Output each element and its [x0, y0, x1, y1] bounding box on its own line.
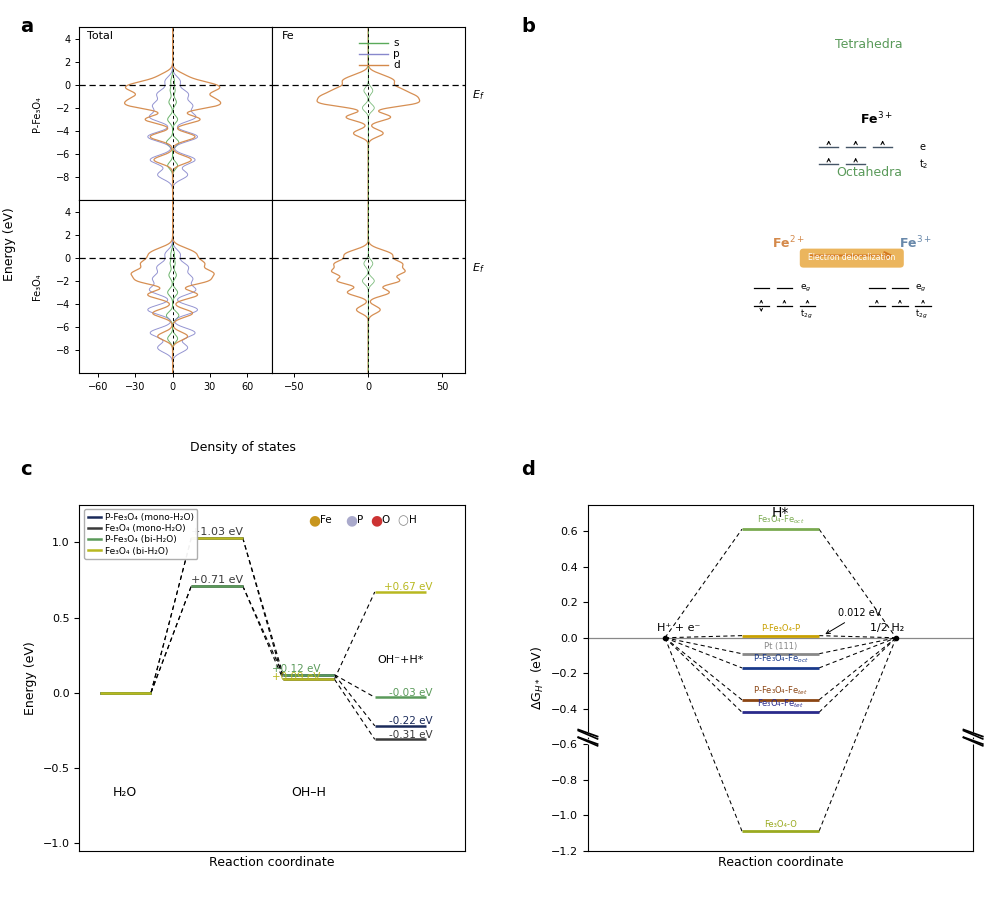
Text: OH–H: OH–H — [291, 786, 326, 799]
Text: -0.31 eV: -0.31 eV — [389, 729, 433, 740]
Text: c: c — [20, 460, 32, 479]
Text: e$_g$: e$_g$ — [799, 283, 811, 294]
Text: Fe₃O₄-O: Fe₃O₄-O — [764, 820, 797, 828]
Y-axis label: Energy (eV): Energy (eV) — [24, 641, 37, 715]
Text: Fe$^{2+}$: Fe$^{2+}$ — [772, 235, 804, 252]
Text: t$_2$: t$_2$ — [920, 157, 928, 171]
Legend: P-Fe₃O₄ (mono-H₂O), Fe₃O₄ (mono-H₂O), P-Fe₃O₄ (bi-H₂O), Fe₃O₄ (bi-H₂O): P-Fe₃O₄ (mono-H₂O), Fe₃O₄ (mono-H₂O), P-… — [84, 510, 198, 559]
Text: 1/2 H₂: 1/2 H₂ — [870, 624, 904, 634]
Text: Pt (111): Pt (111) — [764, 642, 797, 651]
Text: ●: ● — [346, 513, 357, 528]
Text: -0.22 eV: -0.22 eV — [389, 717, 433, 727]
Text: Energy (eV): Energy (eV) — [3, 207, 17, 281]
Text: p: p — [393, 49, 400, 59]
Text: P: P — [356, 515, 363, 525]
Text: b: b — [521, 16, 535, 35]
Text: P-Fe₃O₄: P-Fe₃O₄ — [32, 96, 42, 131]
Text: d: d — [521, 460, 535, 479]
Text: ●: ● — [309, 513, 321, 528]
Text: ●: ● — [370, 513, 382, 528]
Text: s: s — [393, 38, 399, 48]
Text: +0.09 eV: +0.09 eV — [272, 672, 321, 682]
Text: H⁺ + e⁻: H⁺ + e⁻ — [657, 624, 701, 634]
X-axis label: Reaction coordinate: Reaction coordinate — [718, 856, 843, 870]
Text: P-Fe₃O₄-Fe$_{oct}$: P-Fe₃O₄-Fe$_{oct}$ — [753, 653, 808, 665]
Text: ○: ○ — [397, 514, 408, 527]
X-axis label: Reaction coordinate: Reaction coordinate — [210, 856, 335, 870]
Text: Tetrahedra: Tetrahedra — [835, 38, 903, 51]
Text: Density of states: Density of states — [191, 442, 296, 454]
Text: OH⁻+H*: OH⁻+H* — [377, 655, 424, 665]
Text: d: d — [393, 61, 400, 71]
Text: Fe₃O₄-Fe$_{tet}$: Fe₃O₄-Fe$_{tet}$ — [757, 697, 804, 710]
Text: Fe₃O₄: Fe₃O₄ — [32, 273, 42, 300]
Text: H*: H* — [772, 506, 789, 519]
Text: t$_{2g}$: t$_{2g}$ — [916, 308, 928, 320]
Text: +0.71 eV: +0.71 eV — [191, 575, 243, 585]
Text: +0.67 eV: +0.67 eV — [384, 583, 433, 593]
Text: $E_f$: $E_f$ — [473, 262, 486, 275]
Text: Octahedra: Octahedra — [836, 166, 902, 179]
Text: +0.12 eV: +0.12 eV — [272, 664, 321, 674]
Text: P-Fe₃O₄-Fe$_{tet}$: P-Fe₃O₄-Fe$_{tet}$ — [753, 685, 808, 697]
Text: H₂O: H₂O — [113, 786, 137, 799]
Text: Fe: Fe — [320, 515, 332, 525]
Text: $E_f$: $E_f$ — [473, 89, 486, 102]
Text: H: H — [409, 515, 416, 525]
Text: a: a — [20, 16, 33, 35]
Text: Fe$^{3+}$: Fe$^{3+}$ — [861, 110, 894, 127]
Text: e: e — [920, 141, 925, 151]
Text: Fe$^{3+}$: Fe$^{3+}$ — [899, 235, 931, 252]
FancyBboxPatch shape — [799, 249, 904, 268]
Text: Total: Total — [87, 32, 113, 42]
Text: Fe: Fe — [282, 32, 294, 42]
Text: P-Fe₃O₄-P: P-Fe₃O₄-P — [761, 624, 800, 633]
Text: +1.03 eV: +1.03 eV — [191, 527, 243, 537]
Text: Electron delocalization: Electron delocalization — [808, 253, 896, 262]
Text: -0.03 eV: -0.03 eV — [389, 688, 433, 698]
Text: e$_g$: e$_g$ — [916, 283, 926, 294]
Text: O: O — [382, 515, 390, 525]
Y-axis label: ΔG$_{H*}$ (eV): ΔG$_{H*}$ (eV) — [529, 645, 545, 710]
Text: 0.012 eV: 0.012 eV — [826, 608, 882, 634]
Text: Fe₃O₄-Fe$_{oct}$: Fe₃O₄-Fe$_{oct}$ — [757, 514, 804, 527]
Text: t$_{2g}$: t$_{2g}$ — [799, 308, 812, 320]
